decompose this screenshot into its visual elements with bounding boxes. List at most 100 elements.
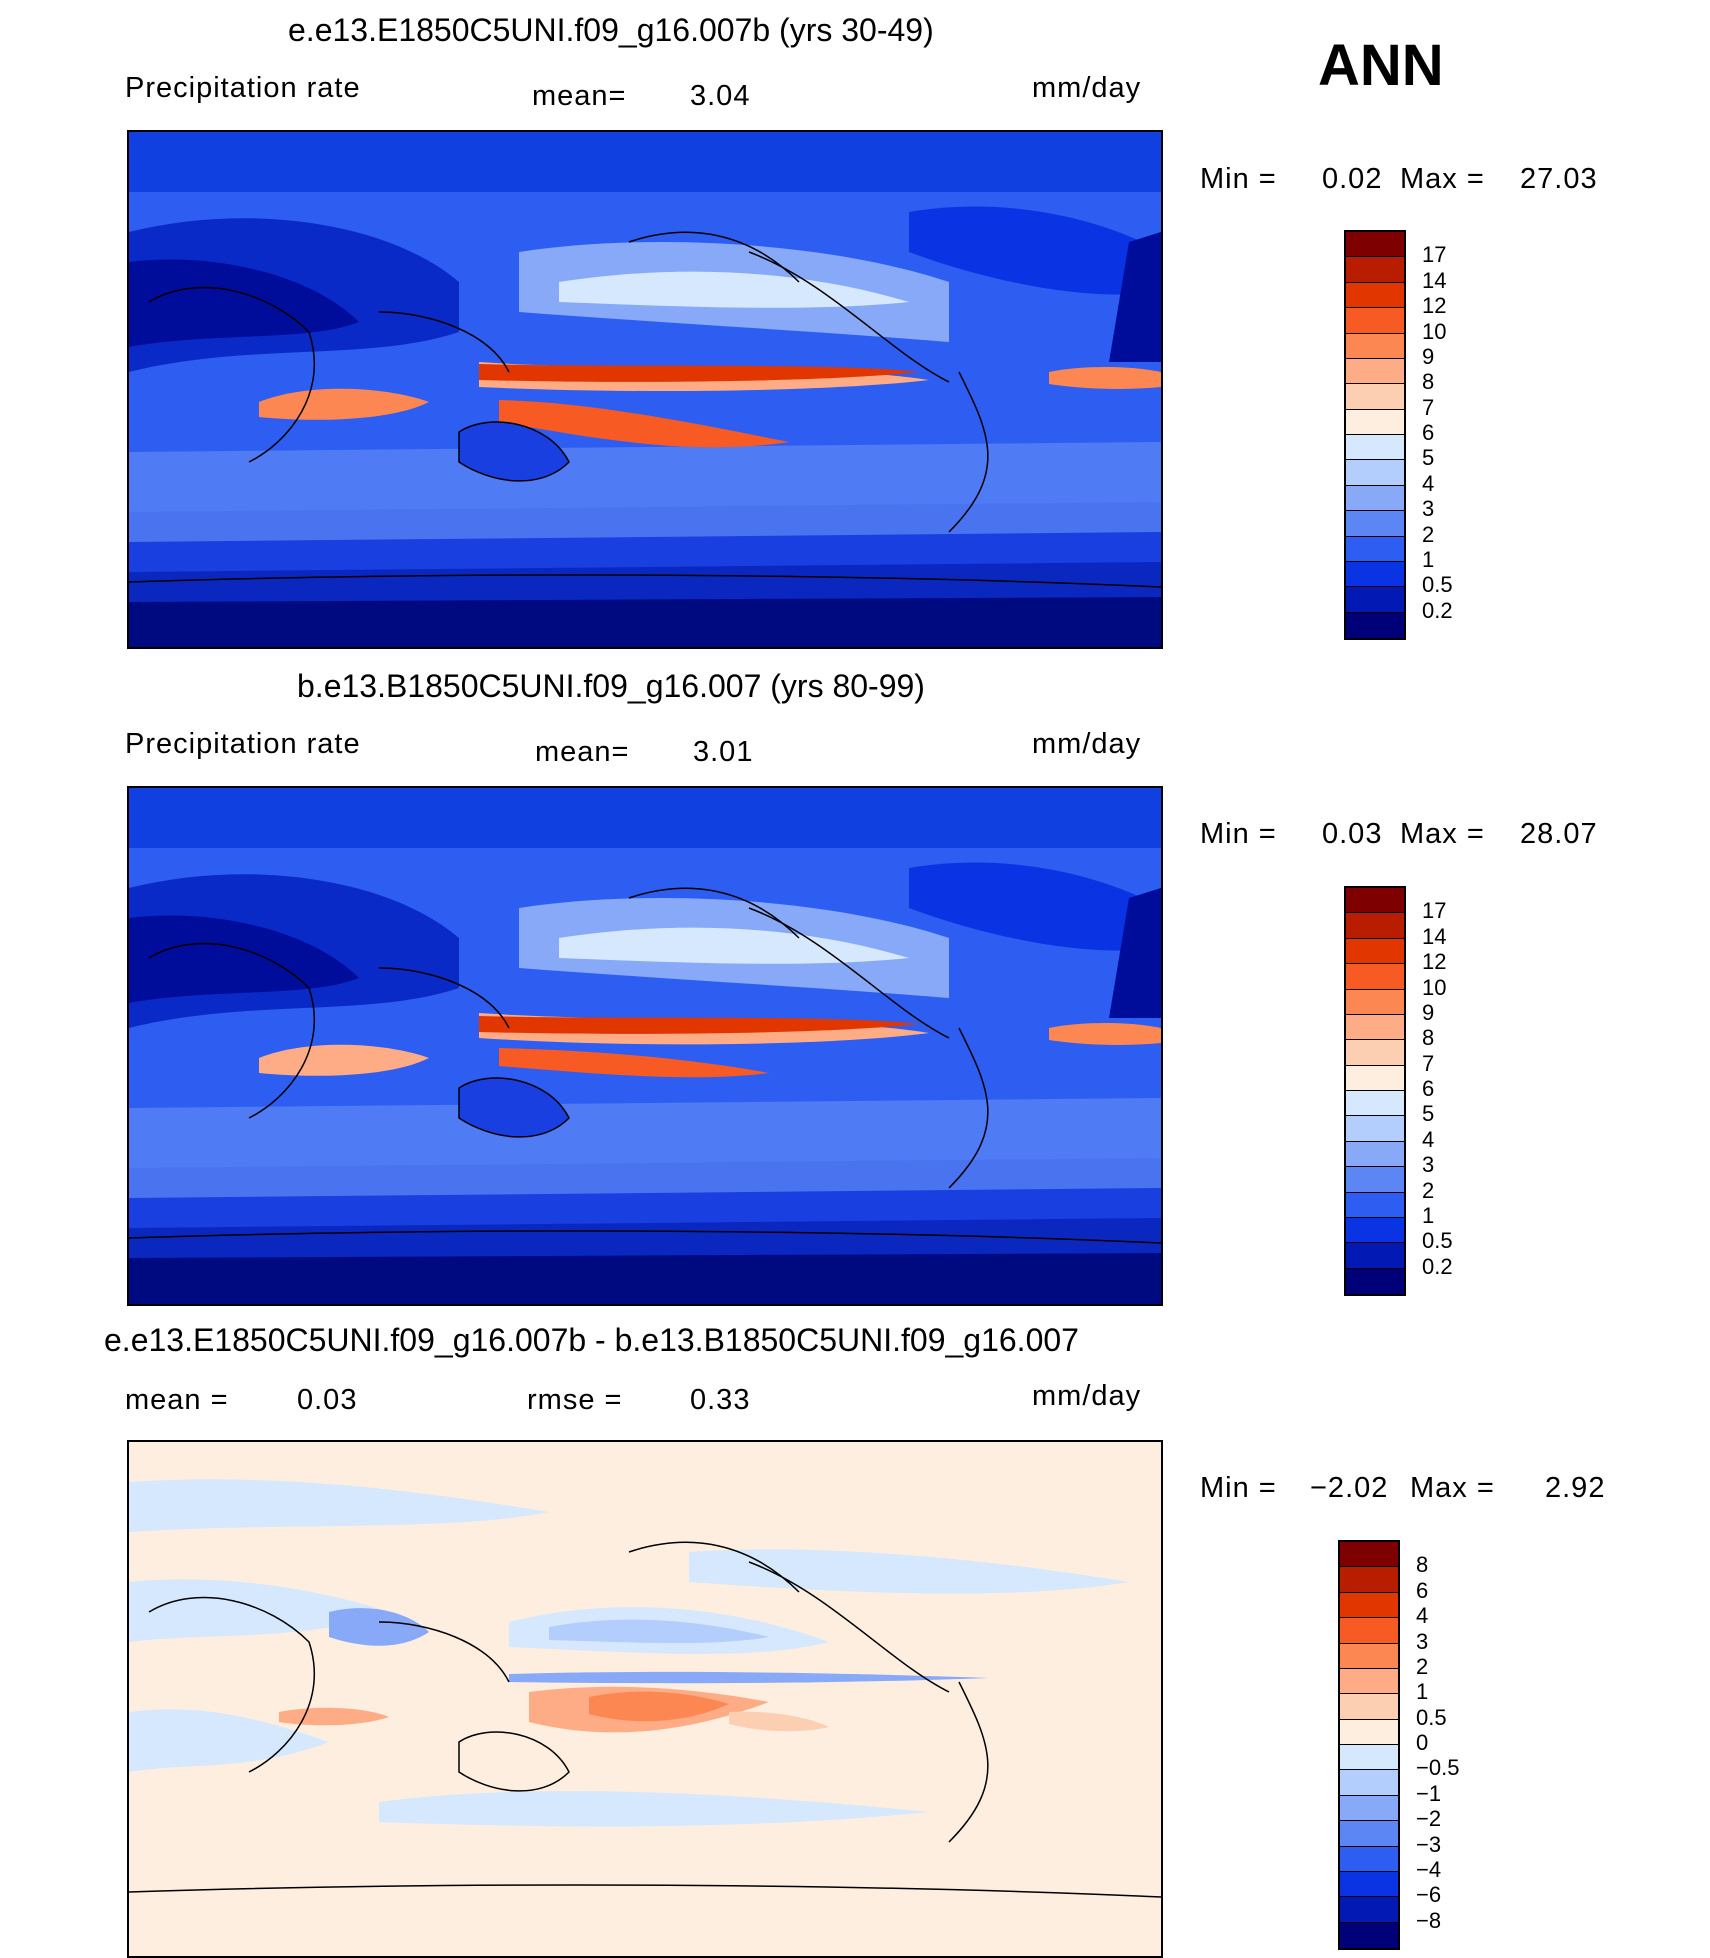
colorbar-swatch xyxy=(1340,1542,1398,1568)
panel-2-variable-label: Precipitation rate xyxy=(125,728,361,760)
colorbar-swatch xyxy=(1346,1167,1404,1193)
panel-3-map xyxy=(127,1440,1163,1958)
colorbar-level-label: 0.5 xyxy=(1422,1228,1453,1254)
colorbar-swatch xyxy=(1340,1770,1398,1796)
panel-1-min-value: 0.02 xyxy=(1322,163,1383,195)
colorbar-swatch xyxy=(1346,989,1404,1015)
panel-3-rmse-value: 0.33 xyxy=(690,1384,751,1416)
colorbar-level-label: 9 xyxy=(1422,999,1435,1025)
colorbar-swatch xyxy=(1346,1065,1404,1091)
colorbar-swatch xyxy=(1340,1821,1398,1847)
colorbar-swatch xyxy=(1346,964,1404,990)
colorbar-swatch xyxy=(1340,1694,1398,1720)
colorbar-level-label: 8 xyxy=(1416,1552,1429,1578)
panel-3-title: e.e13.E1850C5UNI.f09_g16.007b - b.e13.B1… xyxy=(104,1322,1079,1358)
panel-3-min-value: −2.02 xyxy=(1310,1472,1389,1504)
colorbar-level-label: 2 xyxy=(1416,1653,1429,1679)
colorbar-level-label: −4 xyxy=(1416,1856,1442,1882)
colorbar-swatch xyxy=(1346,1014,1404,1041)
panel-3-mean-value: 0.03 xyxy=(297,1384,358,1416)
colorbar-swatch xyxy=(1346,333,1404,359)
colorbar-level-label: −3 xyxy=(1416,1831,1442,1857)
panel-2-min-label: Min = xyxy=(1200,818,1277,850)
colorbar-swatch xyxy=(1340,1897,1398,1923)
colorbar-level-label: −1 xyxy=(1416,1780,1442,1806)
colorbar-swatch xyxy=(1346,435,1404,461)
colorbar-swatch xyxy=(1346,1217,1404,1244)
colorbar-swatch xyxy=(1346,1243,1404,1269)
colorbar-level-label: −0.5 xyxy=(1416,1755,1460,1781)
colorbar-level-label: 1 xyxy=(1422,546,1435,572)
panel-1-max-label: Max = xyxy=(1400,163,1485,195)
colorbar-swatch xyxy=(1346,587,1404,613)
panel-1-map xyxy=(127,130,1163,649)
panel-1-variable-label: Precipitation rate xyxy=(125,72,361,104)
colorbar-level-label: 8 xyxy=(1422,369,1435,395)
colorbar-level-label: 0.5 xyxy=(1422,572,1453,598)
panel-3-mean-label: mean = xyxy=(125,1384,229,1416)
season-label: ANN xyxy=(1318,33,1444,98)
colorbar-swatch xyxy=(1340,1567,1398,1593)
colorbar-level-label: 0 xyxy=(1416,1730,1429,1755)
panel-1-colorbar xyxy=(1344,230,1406,640)
colorbar-level-label: 4 xyxy=(1422,470,1435,496)
panel-2-max-value: 28.07 xyxy=(1520,818,1598,850)
colorbar-swatch xyxy=(1346,282,1404,309)
colorbar-level-label: 0.5 xyxy=(1416,1704,1447,1730)
colorbar-level-label: 17 xyxy=(1422,898,1447,924)
panel-2-units: mm/day xyxy=(1032,728,1142,760)
panel-1-min-label: Min = xyxy=(1200,163,1277,195)
colorbar-level-label: 1 xyxy=(1416,1679,1429,1705)
panel-2-colorbar xyxy=(1344,886,1406,1296)
panel-3-max-label: Max = xyxy=(1410,1472,1495,1504)
colorbar-swatch xyxy=(1340,1668,1398,1695)
panel-3-max-value: 2.92 xyxy=(1545,1472,1606,1504)
colorbar-swatch xyxy=(1346,485,1404,512)
panel-2-mean-value: 3.01 xyxy=(693,736,754,768)
colorbar-level-label: 3 xyxy=(1416,1628,1429,1654)
colorbar-level-label: 8 xyxy=(1422,1025,1435,1051)
colorbar-swatch xyxy=(1340,1846,1398,1872)
panel-3-min-label: Min = xyxy=(1200,1472,1277,1504)
colorbar-swatch xyxy=(1340,1922,1398,1948)
colorbar-swatch xyxy=(1346,913,1404,939)
colorbar-level-label: −8 xyxy=(1416,1907,1442,1933)
colorbar-swatch xyxy=(1346,409,1404,435)
colorbar-level-label: −6 xyxy=(1416,1882,1442,1908)
colorbar-level-label: 2 xyxy=(1422,1177,1435,1203)
colorbar-swatch xyxy=(1340,1719,1398,1745)
colorbar-swatch xyxy=(1346,232,1404,258)
colorbar-level-label: 5 xyxy=(1422,1101,1435,1127)
colorbar-swatch xyxy=(1346,561,1404,588)
colorbar-level-label: 12 xyxy=(1422,293,1447,319)
colorbar-swatch xyxy=(1340,1871,1398,1898)
colorbar-swatch xyxy=(1346,1116,1404,1142)
colorbar-swatch xyxy=(1346,1192,1404,1218)
colorbar-swatch xyxy=(1346,460,1404,486)
colorbar-level-label: 6 xyxy=(1416,1577,1429,1603)
colorbar-level-label: 7 xyxy=(1422,394,1435,420)
panel-1-mean-value: 3.04 xyxy=(690,80,751,112)
colorbar-level-label: 5 xyxy=(1422,445,1435,471)
panel-3-units: mm/day xyxy=(1032,1380,1142,1412)
colorbar-level-label: 6 xyxy=(1422,1076,1435,1101)
panel-2-map-graphic xyxy=(129,788,1161,1304)
colorbar-swatch xyxy=(1346,612,1404,638)
panel-1-units: mm/day xyxy=(1032,72,1142,104)
colorbar-level-label: 14 xyxy=(1422,923,1447,949)
colorbar-level-label: 10 xyxy=(1422,318,1447,344)
panel-1-max-value: 27.03 xyxy=(1520,163,1598,195)
colorbar-swatch xyxy=(1346,257,1404,283)
colorbar-level-label: 4 xyxy=(1422,1126,1435,1152)
colorbar-swatch xyxy=(1346,384,1404,410)
colorbar-level-label: −2 xyxy=(1416,1806,1442,1832)
panel-2-mean-label: mean= xyxy=(535,736,630,768)
colorbar-level-label: 0.2 xyxy=(1422,597,1453,623)
panel-3-rmse-label: rmse = xyxy=(527,1384,623,1416)
colorbar-swatch xyxy=(1340,1618,1398,1644)
colorbar-swatch xyxy=(1346,308,1404,334)
colorbar-swatch xyxy=(1346,511,1404,537)
colorbar-swatch xyxy=(1340,1745,1398,1771)
colorbar-swatch xyxy=(1346,1091,1404,1117)
colorbar-level-label: 7 xyxy=(1422,1050,1435,1076)
